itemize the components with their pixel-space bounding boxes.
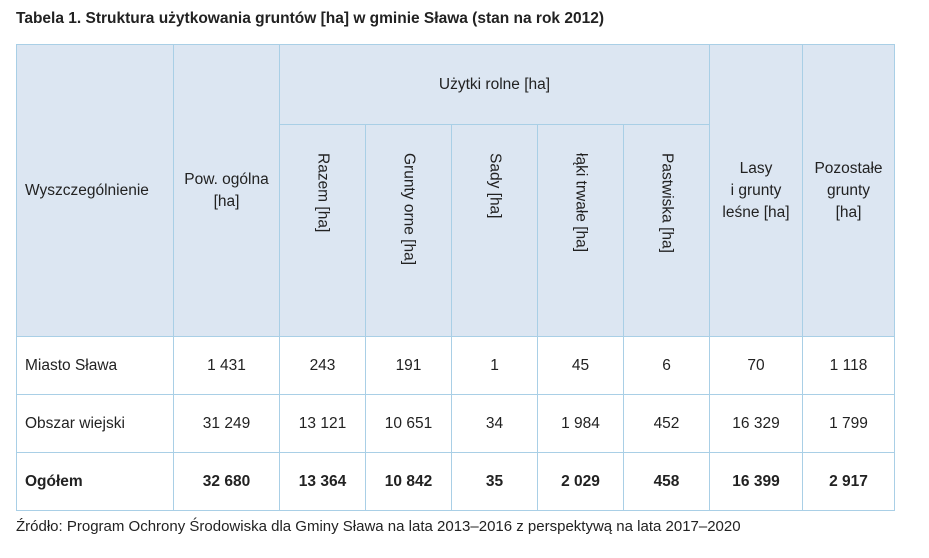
header-lasy-line-2: i grunty — [730, 181, 782, 199]
header-pow-ogolna: Pow. ogólna [ha] — [173, 44, 280, 337]
table-row: Miasto Sława 1 431 243 191 1 45 6 70 1 1… — [16, 336, 895, 395]
header-wyszczegolnienie: Wyszczególnienie — [16, 44, 174, 337]
cell-lasy: 70 — [709, 336, 803, 395]
cell-razem: 13 364 — [279, 452, 366, 511]
header-pozostale-line-2: grunty — [826, 181, 871, 199]
header-laki: łąki trwałe [ha] — [537, 124, 624, 337]
cell-pastwiska: 458 — [623, 452, 710, 511]
cell-sady: 34 — [451, 394, 538, 453]
table-row: Obszar wiejski 31 249 13 121 10 651 34 1… — [16, 394, 895, 453]
cell-sady: 35 — [451, 452, 538, 511]
header-pozostale: Pozostałe grunty [ha] — [802, 44, 895, 337]
header-sady-label: Sady [ha] — [486, 153, 504, 219]
cell-razem: 243 — [279, 336, 366, 395]
header-pozostale-line-1: Pozostałe — [814, 159, 883, 177]
cell-sady: 1 — [451, 336, 538, 395]
header-razem-label: Razem [ha] — [314, 153, 332, 233]
cell-pastwiska: 6 — [623, 336, 710, 395]
cell-pow: 1 431 — [173, 336, 280, 395]
cell-pow: 31 249 — [173, 394, 280, 453]
cell-razem: 13 121 — [279, 394, 366, 453]
cell-grunty-orne: 191 — [365, 336, 452, 395]
header-row-2: Razem [ha] Grunty orne [ha] Sady [ha] łą… — [17, 124, 895, 337]
cell-pow: 32 680 — [173, 452, 280, 511]
land-use-table: Wyszczególnienie Pow. ogólna [ha] Użytki… — [16, 44, 895, 511]
header-grunty-orne-label: Grunty orne [ha] — [400, 153, 418, 266]
cell-pozostale: 1 799 — [802, 394, 895, 453]
header-sady: Sady [ha] — [451, 124, 538, 337]
header-pastwiska: Pastwiska [ha] — [623, 124, 710, 337]
header-lasy: Lasy i grunty leśne [ha] — [709, 44, 803, 337]
header-pozostale-line-3: [ha] — [835, 203, 862, 221]
cell-pozostale: 2 917 — [802, 452, 895, 511]
header-row-1: Wyszczególnienie Pow. ogólna [ha] Użytki… — [16, 44, 895, 337]
cell-laki: 45 — [537, 336, 624, 395]
source-note: Źródło: Program Ochrony Środowiska dla G… — [16, 518, 741, 535]
row-name: Miasto Sława — [16, 336, 174, 395]
cell-grunty-orne: 10 651 — [365, 394, 452, 453]
header-laki-label: łąki trwałe [ha] — [572, 153, 590, 253]
header-razem: Razem [ha] — [279, 124, 366, 337]
header-grunty-orne: Grunty orne [ha] — [365, 124, 452, 337]
cell-grunty-orne: 10 842 — [365, 452, 452, 511]
cell-pozostale: 1 118 — [802, 336, 895, 395]
table-title: Tabela 1. Struktura użytkowania gruntów … — [16, 10, 604, 27]
cell-laki: 2 029 — [537, 452, 624, 511]
row-name: Obszar wiejski — [16, 394, 174, 453]
cell-lasy: 16 399 — [709, 452, 803, 511]
header-pastwiska-label: Pastwiska [ha] — [658, 153, 676, 253]
cell-pastwiska: 452 — [623, 394, 710, 453]
header-lasy-line-3: leśne [ha] — [722, 203, 790, 221]
header-uzytki-rolne: Użytki rolne [ha] — [279, 44, 710, 125]
row-name: Ogółem — [16, 452, 174, 511]
header-lasy-line-1: Lasy — [739, 159, 773, 177]
cell-lasy: 16 329 — [709, 394, 803, 453]
cell-laki: 1 984 — [537, 394, 624, 453]
table-row-total: Ogółem 32 680 13 364 10 842 35 2 029 458… — [16, 452, 895, 511]
header-pow-ogolna-label: Pow. ogólna [ha] — [184, 170, 269, 210]
